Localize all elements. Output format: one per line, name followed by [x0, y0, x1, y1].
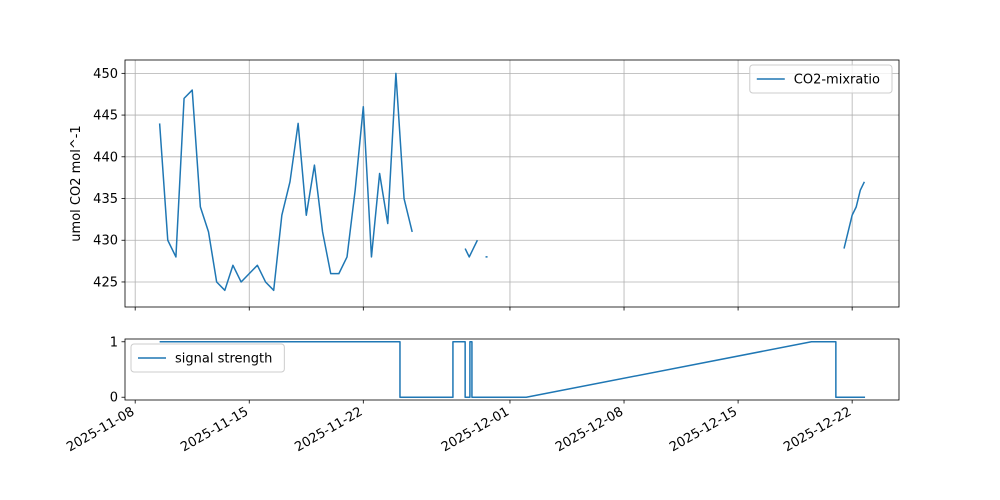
legend: signal strength	[130, 343, 285, 373]
x-tick-label: 2025-12-22	[781, 404, 854, 455]
y-tick-label: 430	[93, 234, 118, 249]
subplot: 425 430 435 440 445 450 umol CO2 mol^-1 CO2-mix…	[69, 59, 900, 311]
legend: CO2-mixratio	[749, 64, 893, 94]
legend-box	[130, 343, 285, 373]
y-tick-label: 435	[93, 192, 118, 207]
axes-frame	[124, 59, 900, 308]
legend-box	[749, 64, 893, 94]
y-tick-label: 450	[93, 67, 118, 82]
y-tick-label: 440	[93, 150, 118, 165]
y-tick-label: 0	[110, 391, 118, 406]
x-tick-label: 2025-12-08	[553, 404, 626, 455]
data-line	[158, 72, 866, 292]
data-line	[159, 341, 866, 398]
y-tick-label: 425	[93, 275, 118, 290]
x-tick-label: 2025-12-15	[667, 404, 740, 455]
y-axis-label: umol CO2 mol^-1	[69, 125, 84, 241]
y-tick-label: 445	[93, 109, 118, 124]
plot-area	[125, 60, 899, 307]
x-tick-label: 2025-11-22	[292, 404, 365, 455]
subplot: 0 1 2025-11-08 2025-11-15 2025-11-22 2025-12-…	[64, 335, 900, 455]
x-tick-label: 2025-11-15	[178, 404, 251, 455]
x-tick-label: 2025-12-01	[439, 404, 512, 455]
x-tick-label: 2025-11-08	[64, 404, 137, 455]
axes-frame	[124, 338, 900, 401]
legend-label: CO2-mixratio	[794, 73, 880, 88]
y-tick-label: 1	[110, 335, 118, 350]
legend-label: signal strength	[175, 352, 272, 367]
